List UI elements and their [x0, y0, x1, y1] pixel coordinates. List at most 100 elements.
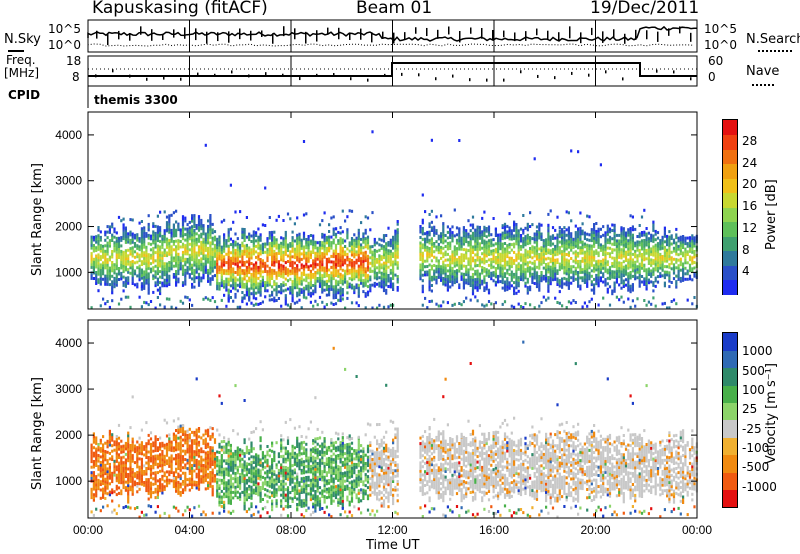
power-cell [207, 241, 210, 245]
power-cell [597, 234, 600, 238]
power-cell [284, 299, 287, 303]
power-cell [275, 243, 278, 247]
power-cell [540, 279, 543, 283]
power-cell [229, 259, 232, 263]
power-cell [154, 242, 157, 246]
power-cell [225, 241, 228, 245]
power-cell [184, 282, 187, 286]
power-cell [565, 239, 568, 243]
power-cell [145, 245, 148, 249]
power-cell [606, 287, 609, 291]
power-cell [627, 264, 630, 267]
power-cell [485, 259, 488, 263]
power-cell [163, 273, 166, 277]
power-cell [506, 246, 509, 250]
power-cell [371, 269, 374, 273]
power-cell [624, 234, 628, 238]
power-cell [645, 282, 648, 285]
velocity-cell [129, 455, 132, 459]
power-cell [362, 235, 365, 239]
power-cell [136, 233, 139, 237]
power-cell [478, 231, 481, 235]
power-cell [186, 230, 189, 234]
power-cell [567, 281, 570, 285]
power-cell [647, 253, 650, 257]
power-cell [209, 260, 212, 264]
power-cell [613, 259, 616, 263]
power-cell [506, 285, 509, 289]
power-cell [394, 254, 397, 258]
power-cell [595, 265, 598, 269]
power-cell [209, 263, 212, 267]
power-cell [200, 218, 203, 222]
velocity-cell [147, 464, 150, 468]
power-cell [551, 256, 555, 260]
power-cell [339, 292, 342, 295]
power-cell [271, 260, 274, 264]
power-cell [545, 279, 548, 283]
power-cell [284, 230, 287, 234]
power-cell [513, 286, 516, 290]
power-cell [517, 243, 520, 247]
power-cell [191, 236, 194, 240]
power-cell [570, 243, 573, 247]
power-cell [348, 260, 351, 264]
power-cell [305, 254, 308, 258]
power-cell [513, 245, 516, 249]
power-cell [152, 274, 155, 278]
power-cell [227, 280, 230, 284]
power-cell [97, 280, 100, 284]
power-cell [622, 271, 625, 275]
velocity-cell [127, 505, 130, 509]
power-cell [506, 260, 509, 264]
power-cell [113, 285, 116, 289]
power-cell [485, 287, 488, 291]
velocity-cell [147, 467, 150, 471]
power-cell [622, 232, 625, 236]
velocity-cell [127, 437, 130, 441]
power-cell [227, 261, 230, 265]
power-cell [558, 281, 561, 285]
power-cell [643, 239, 646, 242]
power-cell [389, 260, 392, 264]
power-cell [209, 252, 212, 256]
power-cell [145, 262, 148, 266]
power-cell [117, 253, 121, 257]
power-cell [129, 247, 132, 251]
power-cell [440, 256, 443, 260]
power-cell [531, 281, 534, 284]
power-cell [531, 275, 534, 279]
power-cell [615, 269, 618, 273]
power-cell [241, 227, 244, 231]
velocity-cell [122, 469, 125, 473]
power-cell [458, 242, 461, 246]
velocity-cell [90, 460, 93, 464]
velocity-cell [127, 450, 130, 454]
power-cell [165, 223, 169, 227]
power-cell [593, 239, 596, 243]
power-cell [622, 268, 625, 272]
power-cell [186, 260, 189, 264]
power-cell [264, 295, 267, 299]
velocity-cell [138, 457, 141, 461]
velocity-cell [92, 460, 95, 463]
power-cell [168, 277, 171, 281]
power-cell [275, 274, 278, 278]
power-cell [193, 255, 196, 259]
power-cell [184, 219, 187, 223]
power-cell [444, 234, 447, 237]
power-cell [321, 285, 324, 289]
power-cell [663, 248, 666, 252]
velocity-cell [95, 441, 98, 445]
power-cell [353, 260, 356, 264]
power-cell [449, 247, 452, 250]
power-cell [220, 278, 223, 282]
power-cell [547, 223, 550, 227]
power-cell [608, 230, 612, 234]
power-cell [90, 252, 93, 256]
power-cell [209, 227, 212, 231]
power-cell [515, 258, 518, 262]
power-cell [255, 261, 258, 265]
velocity-cell [111, 455, 114, 459]
power-cell [668, 252, 671, 256]
